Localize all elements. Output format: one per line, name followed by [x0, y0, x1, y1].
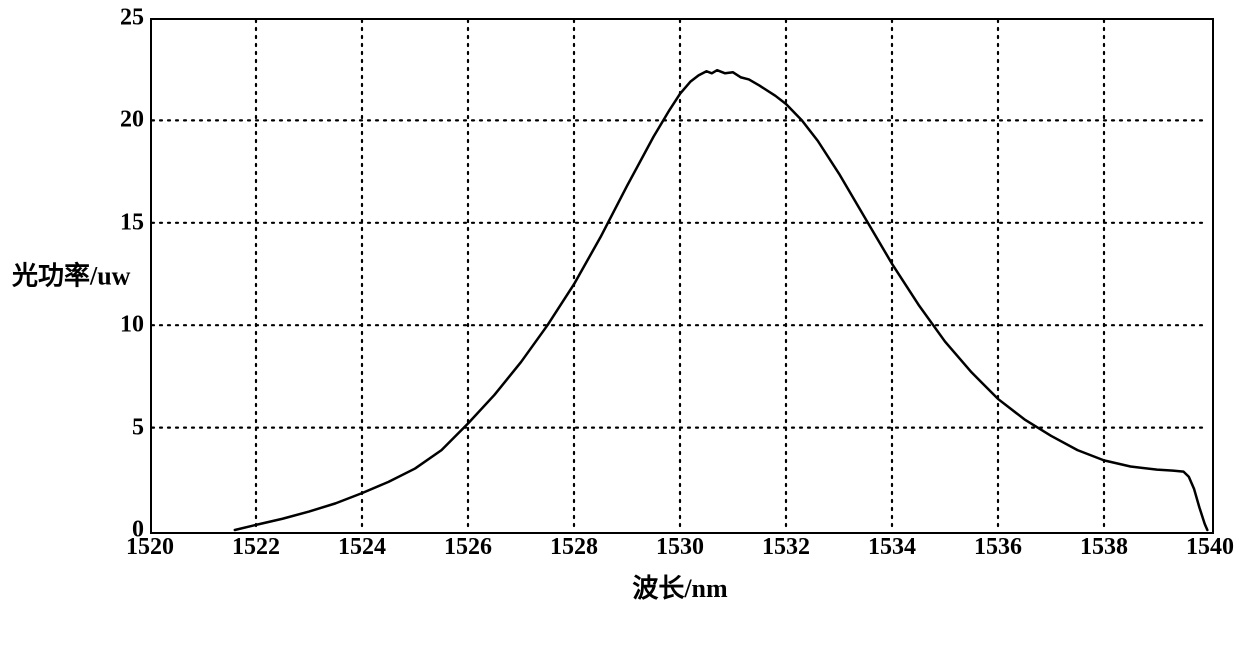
- x-tick-label: 1526: [444, 534, 492, 561]
- x-tick-label: 1524: [338, 534, 386, 561]
- optical-power-curve: [0, 0, 1240, 647]
- x-tick-label: 1528: [550, 534, 598, 561]
- x-tick-label: 1540: [1186, 534, 1234, 561]
- y-tick-label: 0: [110, 517, 144, 544]
- figure: 1520152215241526152815301532153415361538…: [0, 0, 1240, 647]
- y-tick-label: 25: [110, 5, 144, 32]
- y-tick-label: 10: [110, 312, 144, 339]
- y-tick-label: 15: [110, 209, 144, 236]
- y-tick-label: 5: [110, 414, 144, 441]
- x-tick-label: 1532: [762, 534, 810, 561]
- x-tick-label: 1538: [1080, 534, 1128, 561]
- y-tick-label: 20: [110, 107, 144, 134]
- x-tick-label: 1530: [656, 534, 704, 561]
- y-axis-label: 光功率/uw: [12, 256, 130, 293]
- x-tick-label: 1522: [232, 534, 280, 561]
- x-tick-label: 1534: [868, 534, 916, 561]
- x-tick-label: 1536: [974, 534, 1022, 561]
- x-axis-label: 波长/nm: [632, 568, 727, 605]
